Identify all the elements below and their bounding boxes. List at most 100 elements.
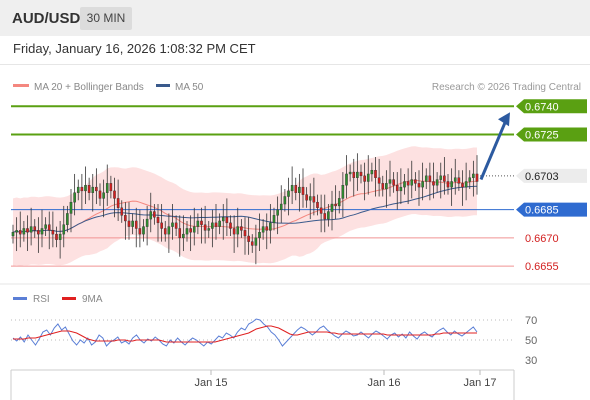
candle-body [73, 192, 76, 203]
support-value-label: 0.6685 [525, 205, 559, 217]
ma50-legend-swatch [156, 84, 170, 87]
candle-body [348, 171, 352, 175]
candle-body [218, 220, 221, 227]
candle-body [341, 185, 345, 199]
candle-body [192, 226, 196, 233]
rsi-tick-label: 50 [525, 335, 537, 347]
candle-body [323, 213, 327, 220]
resistance-value-label: 0.6740 [525, 101, 559, 113]
candle-body [182, 233, 185, 239]
candle-body [319, 207, 323, 214]
rsi-line [12, 318, 478, 347]
candle-body [327, 211, 330, 220]
candle-body [461, 183, 464, 188]
candle-body [392, 179, 395, 186]
support-value-label: 0.6670 [525, 233, 559, 245]
candle-body [243, 230, 247, 237]
datetime-label: Friday, January 16, 2026 1:08:32 PM CET [13, 41, 256, 56]
rsi-legend-label: RSI [33, 294, 50, 305]
candle-body [51, 230, 55, 235]
candle-body [69, 201, 73, 214]
candle-body [95, 186, 98, 192]
candle-body [185, 228, 189, 235]
candle-body [287, 190, 290, 197]
candle-body [334, 203, 337, 207]
candle-body [127, 220, 131, 227]
candle-body [377, 177, 381, 184]
candle-body [138, 228, 142, 235]
resistance-tag [516, 127, 587, 142]
candle-body [453, 177, 457, 182]
candle-body [76, 186, 80, 193]
candle-body [301, 186, 305, 195]
candle-body [283, 196, 287, 205]
candle-body [406, 181, 410, 186]
resistance-tag [516, 99, 587, 114]
candle-body [171, 222, 174, 227]
candle-body [330, 203, 334, 212]
candle-body [290, 185, 294, 192]
candle-body [374, 169, 377, 178]
candle-body [276, 209, 279, 216]
candle-body [113, 190, 116, 199]
candle-body [366, 173, 370, 182]
candle-body [254, 237, 258, 246]
candle-body [464, 181, 468, 188]
candle-body [62, 224, 66, 235]
candle-body [142, 226, 145, 235]
candle-body [359, 171, 363, 177]
candle-body [468, 177, 472, 182]
candle-body [40, 228, 44, 235]
rsi-legend-swatch [13, 297, 27, 300]
candle-body [250, 241, 254, 246]
timeframe-badge[interactable]: 30 MIN [80, 7, 132, 30]
candle-body [174, 222, 178, 229]
candle-body [363, 175, 366, 182]
candle-body [102, 192, 105, 199]
candle-body [44, 224, 47, 229]
candle-body [98, 190, 102, 199]
candle-body [221, 216, 225, 222]
candle-body [124, 215, 127, 222]
candle-body [352, 171, 356, 178]
candle-body [261, 226, 265, 233]
candle-body [18, 230, 22, 235]
current-price-tag [516, 168, 587, 183]
candle-body [410, 179, 414, 186]
x-axis-tick-label: Jan 15 [194, 377, 227, 389]
candle-body [22, 228, 26, 235]
support-tag [516, 202, 587, 217]
candle-body [443, 175, 446, 182]
candle-body [414, 179, 417, 184]
rsi-panel: 70 50 30 [11, 315, 537, 367]
forecast-arrow-shaft [479, 119, 508, 181]
candle-body [305, 194, 308, 201]
candle-body [33, 226, 37, 231]
candle-body [240, 226, 243, 231]
candle-body [388, 179, 392, 184]
candle-body [211, 222, 214, 229]
x-axis-tick-label: Jan 16 [367, 377, 400, 389]
candle-body [395, 185, 399, 192]
x-axis-tick-label: Jan 17 [463, 377, 496, 389]
candle-body [196, 220, 200, 227]
candle-body [203, 224, 207, 231]
candle-body [66, 213, 69, 225]
candle-body [29, 226, 33, 233]
candle-body [272, 215, 276, 224]
resistance-value-label: 0.6725 [525, 129, 559, 141]
candle-body [475, 173, 479, 182]
candle-body [200, 220, 203, 225]
candle-body [399, 186, 403, 192]
price-panel: 0.6740 0.6725 0.6703 0.6685 0.6670 0.6655 [11, 99, 587, 273]
candle-body [279, 203, 283, 210]
candle-body [450, 181, 453, 188]
candle-body [356, 171, 359, 178]
candle-body [120, 207, 124, 216]
candle-body [131, 220, 134, 227]
header-divider [0, 64, 590, 65]
candle-body [232, 228, 236, 235]
candle-body [435, 179, 439, 186]
forecast-arrow-head [498, 112, 510, 127]
candle-body [446, 181, 450, 188]
